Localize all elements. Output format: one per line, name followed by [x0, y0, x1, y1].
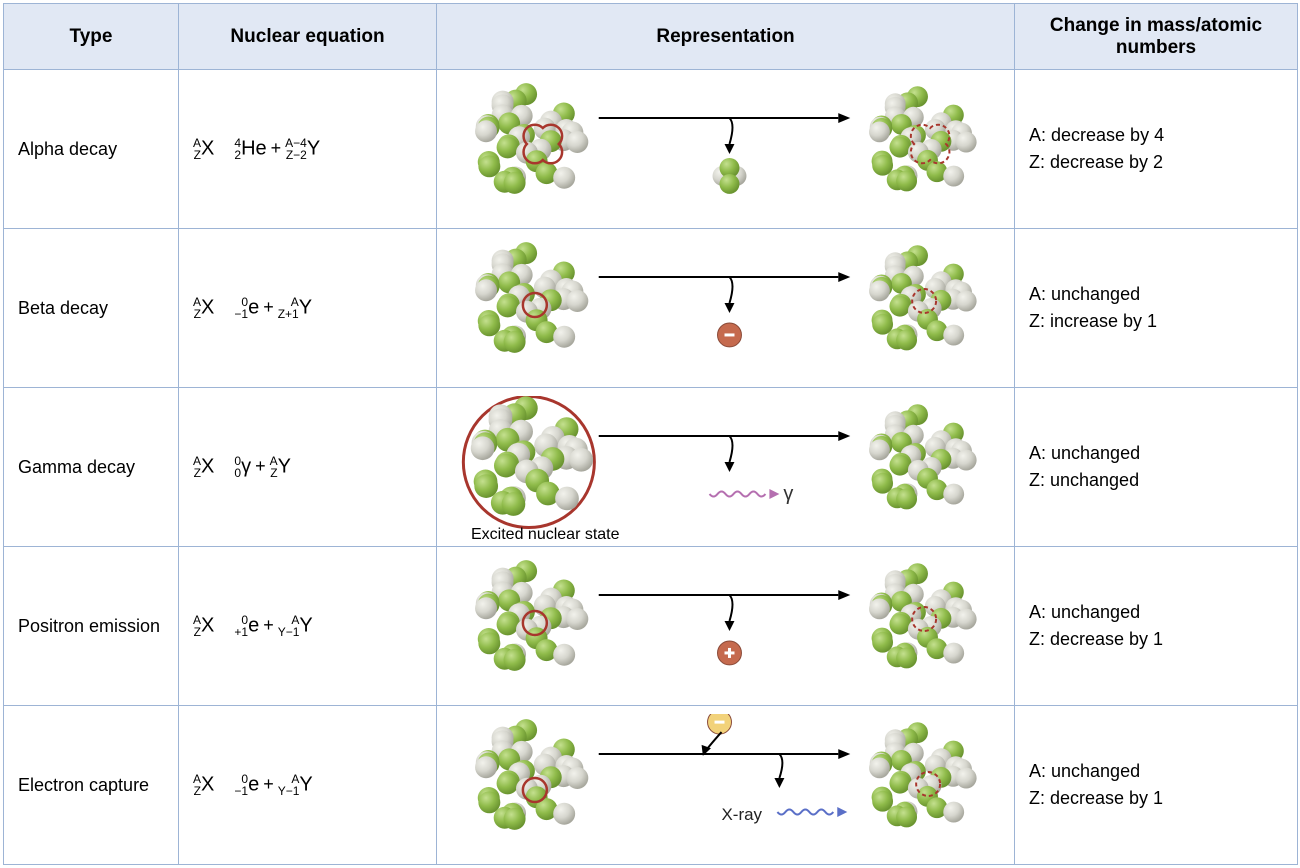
table-row: Positron emission AZX 0+1e + AY−1Y: [4, 547, 1298, 706]
table-row: Beta decay AZX 0−1e + AZ+1Y: [4, 229, 1298, 388]
change-description: A: unchangedZ: increase by 1: [1015, 229, 1298, 388]
representation-diagram: X-ray: [437, 706, 1015, 865]
change-line: A: unchanged: [1029, 758, 1283, 785]
change-description: A: decrease by 4Z: decrease by 2: [1015, 70, 1298, 229]
nuclear-equation: AZX 00γ + AZY: [179, 388, 437, 547]
change-description: A: unchangedZ: unchanged: [1015, 388, 1298, 547]
representation-diagram: γ Excited nuclear state: [437, 388, 1015, 547]
header-change: Change in mass/atomic numbers: [1015, 4, 1298, 70]
decay-table: Type Nuclear equation Representation Cha…: [3, 3, 1298, 865]
table-row: Alpha decay AZX 42He + A−4Z−2Y: [4, 70, 1298, 229]
svg-text:γ: γ: [783, 483, 793, 505]
header-representation: Representation: [437, 4, 1015, 70]
table-row: Electron capture AZX 0−1e + AY−1Y: [4, 706, 1298, 865]
change-description: A: unchangedZ: decrease by 1: [1015, 706, 1298, 865]
nuclear-equation: AZX 42He + A−4Z−2Y: [179, 70, 437, 229]
change-line: A: unchanged: [1029, 281, 1283, 308]
change-line: Z: decrease by 1: [1029, 626, 1283, 653]
nuclear-equation: AZX 0−1e + AY−1Y: [179, 706, 437, 865]
change-line: Z: decrease by 1: [1029, 785, 1283, 812]
header-type: Type: [4, 4, 179, 70]
decay-type: Gamma decay: [4, 388, 179, 547]
decay-type: Beta decay: [4, 229, 179, 388]
change-line: A: decrease by 4: [1029, 122, 1283, 149]
header-equation: Nuclear equation: [179, 4, 437, 70]
change-line: A: unchanged: [1029, 440, 1283, 467]
nuclear-equation: AZX 0+1e + AY−1Y: [179, 547, 437, 706]
decay-type: Electron capture: [4, 706, 179, 865]
table-row: Gamma decay AZX 00γ + AZY: [4, 388, 1298, 547]
decay-type: Positron emission: [4, 547, 179, 706]
change-line: Z: decrease by 2: [1029, 149, 1283, 176]
representation-diagram: [437, 70, 1015, 229]
change-description: A: unchangedZ: decrease by 1: [1015, 547, 1298, 706]
excited-state-label: Excited nuclear state: [471, 526, 620, 544]
change-line: Z: increase by 1: [1029, 308, 1283, 335]
change-line: Z: unchanged: [1029, 467, 1283, 494]
svg-text:X-ray: X-ray: [722, 805, 763, 824]
representation-diagram: [437, 547, 1015, 706]
nuclear-equation: AZX 0−1e + AZ+1Y: [179, 229, 437, 388]
decay-type: Alpha decay: [4, 70, 179, 229]
change-line: A: unchanged: [1029, 599, 1283, 626]
representation-diagram: [437, 229, 1015, 388]
